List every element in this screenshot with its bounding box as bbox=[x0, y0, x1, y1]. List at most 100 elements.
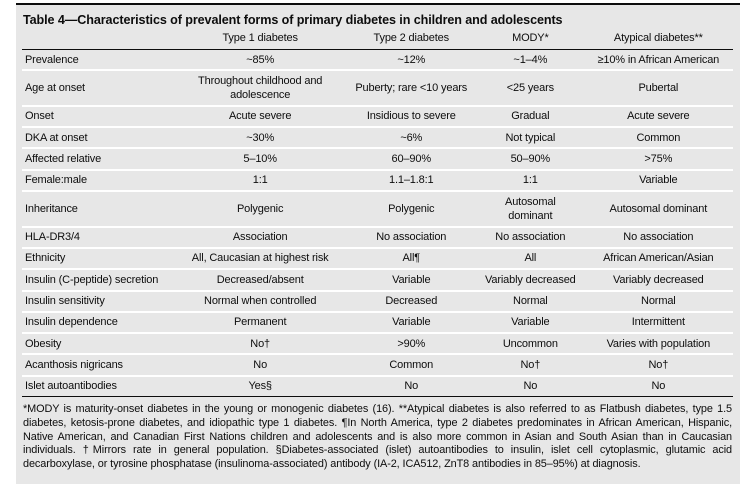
table-cell: No† bbox=[583, 354, 733, 377]
row-label: Insulin sensitivity bbox=[22, 290, 175, 313]
table-cell: Permanent bbox=[174, 311, 346, 335]
table-cell: Association bbox=[174, 226, 346, 249]
table-cell: Acute severe bbox=[174, 105, 346, 129]
table-footnote: *MODY is maturity-onset diabetes in the … bbox=[23, 403, 732, 470]
table-cell: 1:1 bbox=[477, 169, 584, 193]
column-header: Type 2 diabetes bbox=[345, 28, 478, 50]
row-label: Insulin dependence bbox=[22, 311, 175, 335]
row-label: Acanthosis nigricans bbox=[22, 354, 175, 377]
table-cell: No association bbox=[345, 226, 478, 249]
table-cell: Decreased bbox=[345, 290, 478, 313]
table-cell: Pubertal bbox=[583, 70, 733, 107]
table-cell: ~1–4% bbox=[477, 49, 584, 72]
table-cell: Normal bbox=[583, 290, 733, 313]
table-row: Islet autoantibodies Yes§ No No No bbox=[22, 375, 733, 398]
table-cell: Common bbox=[345, 354, 478, 377]
column-header: Atypical diabetes** bbox=[583, 28, 733, 50]
table-cell: Intermittent bbox=[583, 311, 733, 335]
table-cell: Acute severe bbox=[583, 105, 733, 129]
table-cell: Polygenic bbox=[345, 191, 478, 228]
table-cell: Varies with population bbox=[583, 333, 733, 356]
row-label: DKA at onset bbox=[22, 127, 175, 150]
page: Table 4—Characteristics of prevalent for… bbox=[16, 3, 740, 484]
table-row: Inheritance Polygenic Polygenic Autosomal d… bbox=[22, 191, 733, 228]
table-row: Insulin (C-peptide) secretion Decreased/a… bbox=[22, 269, 733, 292]
table-cell: Gradual bbox=[477, 105, 584, 129]
table-cell: No† bbox=[477, 354, 584, 377]
table-row: Prevalence ~85% ~12% ~1–4% ≥10% in African A… bbox=[22, 49, 733, 72]
table-cell: 5–10% bbox=[174, 148, 346, 171]
table-cell: No bbox=[345, 375, 478, 398]
table-cell: African American/Asian bbox=[583, 247, 733, 271]
row-label: Female:male bbox=[22, 169, 175, 193]
column-header: Type 1 diabetes bbox=[174, 28, 346, 50]
diabetes-characteristics-table: Type 1 diabetes Type 2 diabetes MODY* Atypi… bbox=[22, 28, 733, 398]
table-cell: Insidious to severe bbox=[345, 105, 478, 129]
row-label: Insulin (C-peptide) secretion bbox=[22, 269, 175, 292]
table-cell: Uncommon bbox=[477, 333, 584, 356]
table-cell: No bbox=[477, 375, 584, 398]
table-cell: Variably decreased bbox=[583, 269, 733, 292]
table-row: Insulin dependence Permanent Variable Varia… bbox=[22, 311, 733, 335]
table-cell: Autosomal dominant bbox=[583, 191, 733, 228]
table-row: DKA at onset ~30% ~6% Not typical Common bbox=[22, 127, 733, 150]
table-row: Insulin sensitivity Normal when controlle… bbox=[22, 290, 733, 313]
table-cell: Variably decreased bbox=[477, 269, 584, 292]
table-row: Affected relative 5–10% 60–90% 50–90% >75% bbox=[22, 148, 733, 171]
table-body: Prevalence ~85% ~12% ~1–4% ≥10% in African A… bbox=[22, 49, 733, 398]
table-cell: >75% bbox=[583, 148, 733, 171]
row-label: Islet autoantibodies bbox=[22, 375, 175, 398]
table-panel: Table 4—Characteristics of prevalent for… bbox=[16, 3, 740, 484]
table-cell: Variable bbox=[345, 269, 478, 292]
table-row: Age at onset Throughout childhood and ado… bbox=[22, 70, 733, 107]
table-row: Obesity No† >90% Uncommon Varies with popula… bbox=[22, 333, 733, 356]
table-cell: Polygenic bbox=[174, 191, 346, 228]
row-label: Affected relative bbox=[22, 148, 175, 171]
table-cell: No association bbox=[477, 226, 584, 249]
table-cell: 1.1–1.8:1 bbox=[345, 169, 478, 193]
table-cell: Autosomal dominant bbox=[477, 191, 584, 228]
corner-cell bbox=[22, 28, 175, 50]
row-label: Onset bbox=[22, 105, 175, 129]
table-cell: Not typical bbox=[477, 127, 584, 150]
table-cell: ≥10% in African American bbox=[583, 49, 733, 72]
table-cell: Throughout childhood and adolescence bbox=[174, 70, 346, 107]
table-cell: <25 years bbox=[477, 70, 584, 107]
row-label: Age at onset bbox=[22, 70, 175, 107]
table-cell: Variable bbox=[477, 311, 584, 335]
table-cell: Variable bbox=[345, 311, 478, 335]
table-cell: 50–90% bbox=[477, 148, 584, 171]
row-label: Ethnicity bbox=[22, 247, 175, 271]
table-cell: 60–90% bbox=[345, 148, 478, 171]
row-label: HLA-DR3/4 bbox=[22, 226, 175, 249]
column-header: MODY* bbox=[477, 28, 584, 50]
table-row: Acanthosis nigricans No Common No† No† bbox=[22, 354, 733, 377]
table-cell: Decreased/absent bbox=[174, 269, 346, 292]
table-row: HLA-DR3/4 Association No association No ass… bbox=[22, 226, 733, 249]
row-label: Inheritance bbox=[22, 191, 175, 228]
table-cell: 1:1 bbox=[174, 169, 346, 193]
table-cell: ~85% bbox=[174, 49, 346, 72]
table-cell: All bbox=[477, 247, 584, 271]
table-cell: Puberty; rare <10 years bbox=[345, 70, 478, 107]
table-cell: All¶ bbox=[345, 247, 478, 271]
table-cell: No bbox=[174, 354, 346, 377]
table-title: Table 4—Characteristics of prevalent for… bbox=[23, 13, 563, 27]
row-label: Prevalence bbox=[22, 49, 175, 72]
table-row: Onset Acute severe Insidious to severe Grad… bbox=[22, 105, 733, 129]
table-cell: Variable bbox=[583, 169, 733, 193]
table-cell: No† bbox=[174, 333, 346, 356]
table-cell: Normal when controlled bbox=[174, 290, 346, 313]
table-cell: Common bbox=[583, 127, 733, 150]
table-cell: ~30% bbox=[174, 127, 346, 150]
row-label: Obesity bbox=[22, 333, 175, 356]
table-cell: ~12% bbox=[345, 49, 478, 72]
header-row: Type 1 diabetes Type 2 diabetes MODY* Atypi… bbox=[22, 28, 733, 50]
table-cell: ~6% bbox=[345, 127, 478, 150]
table-cell: Normal bbox=[477, 290, 584, 313]
table-cell: >90% bbox=[345, 333, 478, 356]
table-row: Ethnicity All, Caucasian at highest risk A… bbox=[22, 247, 733, 271]
table-cell: No association bbox=[583, 226, 733, 249]
table-row: Female:male 1:1 1.1–1.8:1 1:1 Variable bbox=[22, 169, 733, 193]
table-cell: All, Caucasian at highest risk bbox=[174, 247, 346, 271]
